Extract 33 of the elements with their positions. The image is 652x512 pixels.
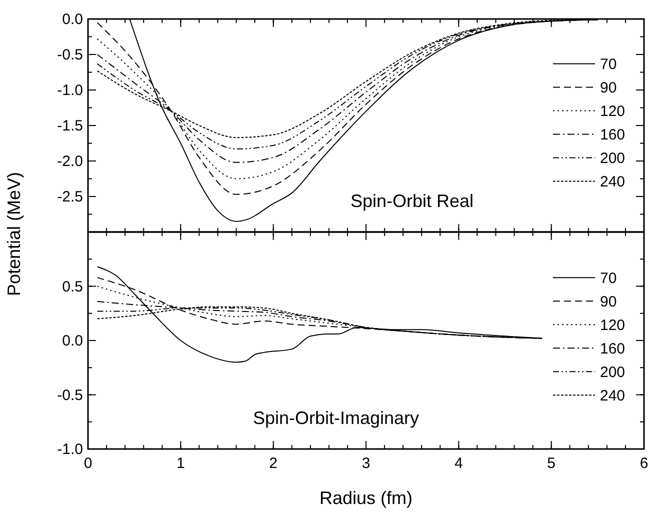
legend-label: 240 — [600, 388, 626, 405]
y-tick-label: 0.0 — [62, 11, 83, 28]
x-tick-label: 6 — [640, 455, 648, 472]
legend-label: 200 — [600, 150, 626, 168]
x-tick-label: 0 — [84, 455, 92, 472]
annotation: Spin-Orbit-Imaginary — [252, 408, 420, 428]
x-axis-title: Radius (fm) — [319, 488, 413, 508]
x-tick-label: 3 — [362, 455, 370, 472]
legend-label: 160 — [600, 340, 626, 358]
legend-label: 70 — [600, 270, 617, 288]
x-tick-label: 5 — [547, 455, 556, 472]
y-tick-label: -1.0 — [57, 82, 83, 99]
legend-label: 160 — [600, 126, 626, 144]
y-tick-label: -1.5 — [57, 118, 83, 134]
y-tick-label: -1.0 — [57, 441, 83, 458]
x-tick-label: 2 — [269, 455, 278, 472]
x-tick-label: 4 — [454, 455, 463, 472]
y-tick-label: -0.5 — [57, 46, 83, 64]
legend-label: 120 — [600, 103, 626, 120]
y-tick-label: -2.0 — [57, 153, 83, 170]
annotation: Spin-Orbit Real — [350, 191, 474, 211]
legend-label: 200 — [600, 364, 626, 382]
legend-label: 240 — [600, 174, 626, 191]
y-tick-label: 0.0 — [62, 332, 83, 350]
y-tick-label: -2.5 — [57, 188, 83, 206]
legend-label: 90 — [600, 80, 617, 97]
y-axis-title: Potential (MeV) — [4, 172, 24, 296]
legend-label: 70 — [600, 56, 617, 74]
x-tick-label: 1 — [176, 455, 185, 472]
legend-label: 120 — [600, 317, 626, 334]
y-tick-label: -0.5 — [57, 386, 83, 404]
y-tick-label: 0.5 — [62, 278, 83, 296]
legend-label: 90 — [600, 294, 617, 311]
